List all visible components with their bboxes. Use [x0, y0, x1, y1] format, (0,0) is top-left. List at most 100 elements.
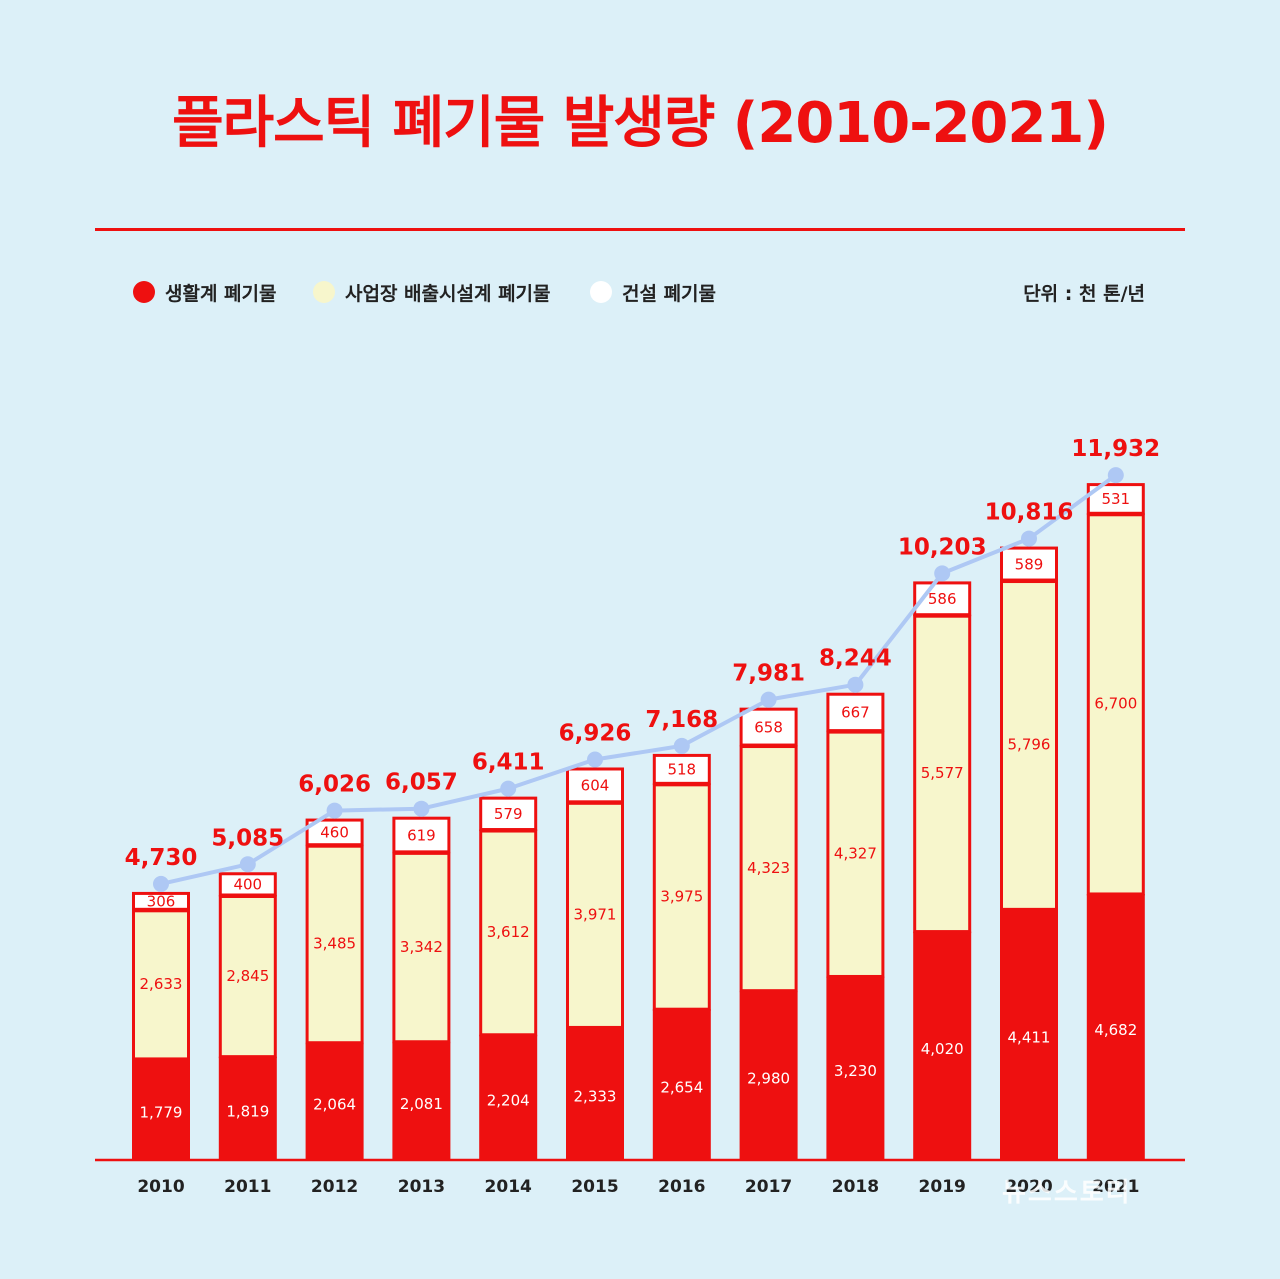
bar-household-2010 [132, 1058, 190, 1160]
label-household-2010: 1,779 [140, 1103, 183, 1121]
label-household-2012: 2,064 [313, 1095, 356, 1113]
bar-industrial-2016 [652, 783, 711, 1011]
bar-construction-2010 [132, 891, 190, 911]
bar-industrial-2010 [132, 909, 190, 1061]
label-construction-2021: 531 [1101, 490, 1130, 508]
total-label-2011: 5,085 [211, 825, 284, 851]
x-tick-2010: 2010 [137, 1177, 184, 1197]
bar-construction-2013 [392, 816, 451, 854]
label-household-2011: 1,819 [226, 1102, 269, 1120]
bar-industrial-2020 [1000, 580, 1058, 911]
label-construction-2014: 579 [494, 805, 523, 823]
label-industrial-2011: 2,845 [226, 967, 269, 985]
total-label-2018: 8,244 [819, 646, 892, 672]
bar-construction-2018 [826, 692, 885, 733]
bar-household-2015 [566, 1027, 624, 1160]
label-construction-2011: 400 [233, 876, 262, 894]
total-label-2015: 6,926 [559, 720, 632, 746]
x-tick-2018: 2018 [832, 1177, 879, 1197]
x-tick-2021: 2021 [1092, 1177, 1139, 1197]
label-household-2015: 2,333 [574, 1088, 617, 1106]
label-industrial-2021: 6,700 [1094, 695, 1137, 713]
page-title: 플라스틱 폐기물 발생량 (2010-2021) [172, 91, 1109, 156]
bar-construction-2020 [1000, 546, 1058, 582]
total-trend-line [159, 473, 1118, 886]
bar-construction-2015 [566, 767, 624, 804]
label-construction-2016: 518 [667, 761, 696, 779]
bar-construction-2011 [218, 872, 277, 897]
label-construction-2020: 589 [1015, 555, 1044, 573]
bar-household-2016 [652, 1009, 711, 1160]
x-tick-2020: 2020 [1005, 1177, 1052, 1197]
total-point-2016 [673, 737, 690, 754]
bar-industrial-2021 [1086, 513, 1145, 896]
total-point-2015 [587, 751, 603, 768]
legend-swatch-household [133, 281, 155, 303]
total-label-2017: 7,981 [732, 661, 805, 687]
bar-household-2014 [479, 1034, 538, 1160]
total-point-2021 [1107, 467, 1124, 484]
label-industrial-2019: 5,577 [921, 764, 964, 782]
label-industrial-2018: 4,327 [834, 845, 877, 863]
title-divider [95, 228, 1185, 231]
x-tick-2017: 2017 [745, 1177, 792, 1197]
label-household-2020: 4,411 [1008, 1029, 1051, 1047]
total-point-2020 [1021, 530, 1037, 547]
legend-swatch-industrial [313, 281, 335, 303]
total-label-2016: 7,168 [645, 707, 718, 733]
legend-label-household: 생활계 폐기물 [165, 282, 277, 305]
total-point-2012 [326, 802, 343, 819]
bar-industrial-2012 [305, 844, 364, 1045]
x-tick-2016: 2016 [658, 1177, 705, 1197]
x-tick-2012: 2012 [311, 1177, 358, 1197]
bar-household-2013 [392, 1041, 451, 1160]
total-label-2019: 10,203 [898, 534, 987, 560]
bar-construction-2017 [739, 707, 798, 747]
bar-household-2021 [1086, 893, 1145, 1160]
total-label-2013: 6,057 [385, 770, 458, 796]
label-construction-2012: 460 [320, 824, 349, 842]
bar-construction-2014 [479, 796, 538, 832]
label-household-2019: 4,020 [921, 1040, 964, 1058]
total-point-2010 [153, 875, 169, 892]
label-construction-2018: 667 [841, 704, 870, 722]
legend-label-industrial: 사업장 배출시설계 폐기물 [345, 282, 551, 305]
label-industrial-2020: 5,796 [1008, 736, 1051, 754]
label-industrial-2016: 3,975 [660, 887, 703, 905]
unit-label: 단위 : 천 톤/년 [1023, 282, 1145, 305]
x-tick-2013: 2013 [398, 1177, 445, 1197]
total-label-2020: 10,816 [985, 500, 1074, 526]
total-label-2021: 11,932 [1071, 436, 1160, 462]
label-industrial-2013: 3,342 [400, 938, 443, 956]
label-household-2018: 3,230 [834, 1062, 877, 1080]
label-construction-2015: 604 [581, 777, 610, 795]
bar-household-2012 [305, 1042, 364, 1160]
x-tick-2015: 2015 [571, 1177, 618, 1197]
bar-industrial-2013 [392, 851, 451, 1044]
legend-item-construction: 건설 폐기물 [590, 278, 716, 306]
label-construction-2010: 306 [147, 893, 176, 911]
total-point-2018 [847, 676, 864, 693]
bar-industrial-2019 [913, 614, 972, 934]
label-household-2013: 2,081 [400, 1095, 443, 1113]
legend-item-industrial: 사업장 배출시설계 폐기물 [313, 278, 551, 306]
legend-item-household: 생활계 폐기물 [133, 278, 277, 306]
total-label-2012: 6,026 [298, 772, 371, 798]
label-household-2021: 4,682 [1094, 1021, 1137, 1039]
label-household-2017: 2,980 [747, 1069, 790, 1087]
bar-construction-2021 [1086, 483, 1145, 515]
legend-swatch-construction [590, 281, 612, 303]
total-point-2014 [500, 780, 517, 797]
label-household-2016: 2,654 [660, 1079, 703, 1097]
bar-household-2011 [218, 1056, 277, 1160]
watermark-logo: 뉴스스토리 [1002, 1178, 1132, 1208]
label-industrial-2014: 3,612 [487, 923, 530, 941]
bar-construction-2016 [652, 753, 711, 785]
total-point-2013 [413, 800, 430, 817]
label-industrial-2015: 3,971 [574, 906, 617, 924]
label-construction-2019: 586 [928, 590, 957, 608]
bar-household-2017 [739, 990, 798, 1160]
bar-household-2020 [1000, 909, 1058, 1160]
total-label-2010: 4,730 [125, 845, 198, 871]
